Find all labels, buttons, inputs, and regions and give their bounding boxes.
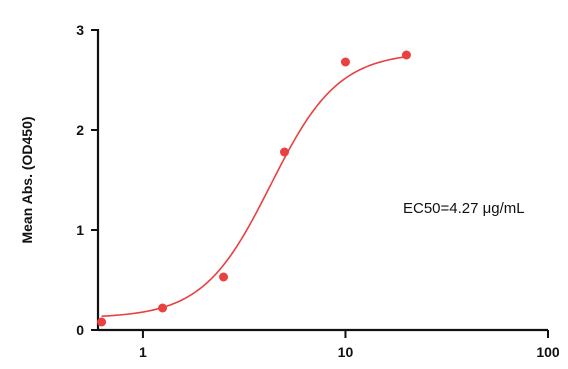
y-tick-label: 1 [76,222,84,238]
y-axis-title: Mean Abs. (OD450) [19,116,35,243]
data-point [97,317,107,327]
data-point [401,50,411,60]
ec50-annotation: EC50=4.27 μg/mL [403,200,525,217]
data-point [158,303,168,313]
y-axis: 0 1 2 3 [76,22,100,338]
x-tick-label: 100 [536,344,560,360]
y-tick-label: 3 [76,22,84,38]
y-tick-label: 0 [76,322,84,338]
fit-curve [101,55,407,318]
data-point [279,147,289,157]
x-tick-label: 1 [139,344,147,360]
data-point [340,57,350,67]
y-tick-label: 2 [76,122,84,138]
data-point [219,272,229,282]
data-points [97,50,411,327]
x-axis: 1 10 100 [98,328,560,360]
x-tick-label: 10 [338,344,354,360]
